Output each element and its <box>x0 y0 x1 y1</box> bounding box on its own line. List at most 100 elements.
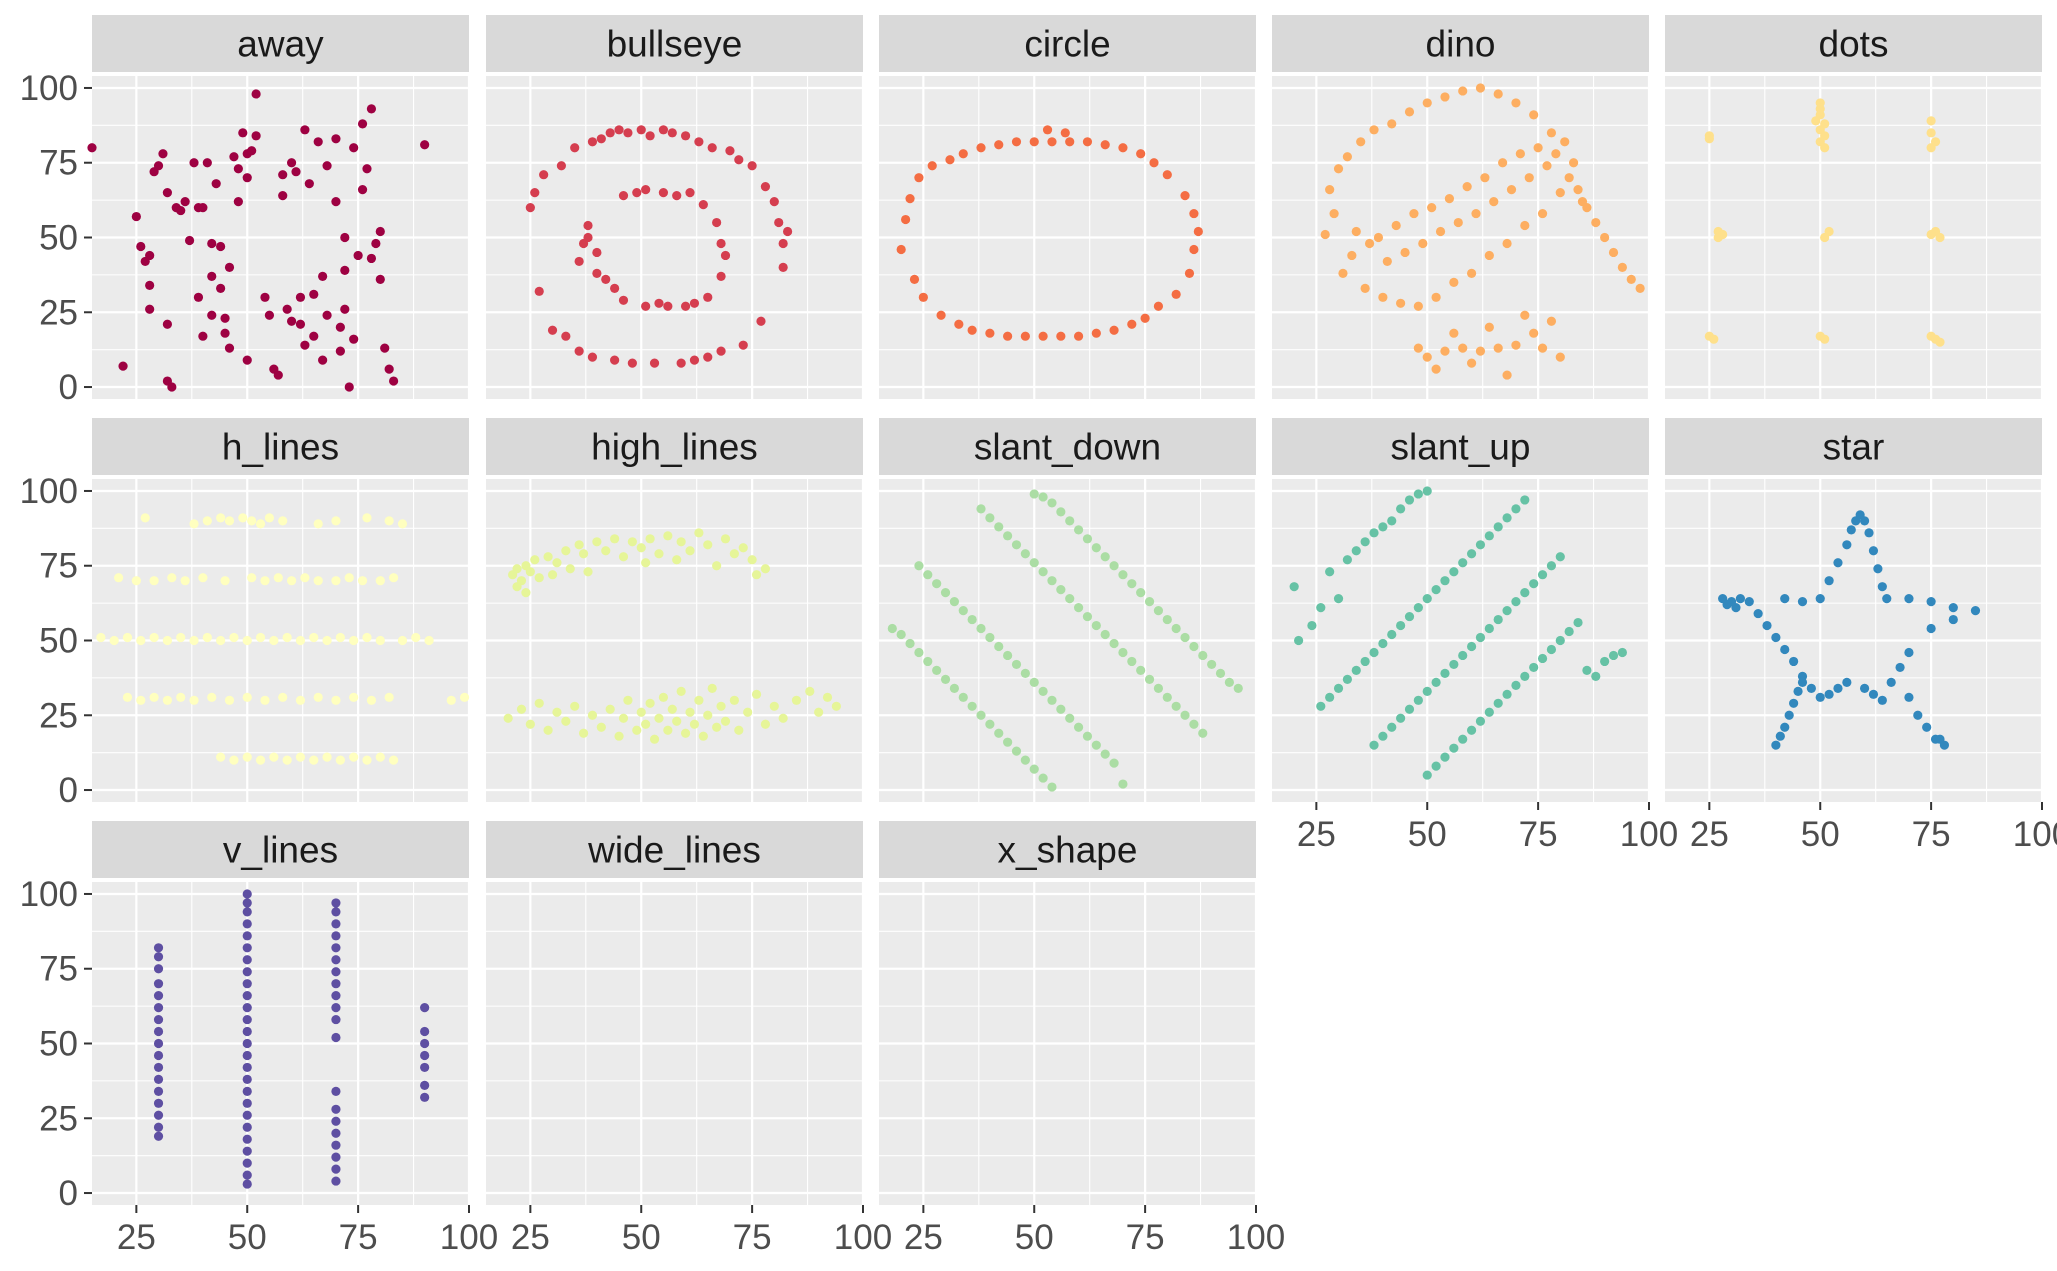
data-point <box>645 131 655 141</box>
data-point <box>1815 594 1825 604</box>
data-point <box>1431 585 1441 595</box>
facet-panel-v_lines: v_lines 0 25 50 75 100 25 50 75 100 <box>20 821 498 1257</box>
data-point <box>663 725 673 735</box>
data-point <box>1127 319 1137 329</box>
data-point <box>632 188 642 198</box>
data-point <box>167 573 177 583</box>
data-point <box>1422 352 1432 362</box>
y-tick-label: 50 <box>39 219 78 258</box>
data-point <box>216 752 226 762</box>
data-point <box>534 698 544 708</box>
data-point <box>242 919 252 929</box>
data-point <box>1171 623 1181 634</box>
y-tick-label: 75 <box>39 547 78 586</box>
data-point <box>1493 343 1503 353</box>
data-point <box>153 1122 164 1132</box>
data-point <box>954 319 964 329</box>
data-point <box>242 635 252 646</box>
data-point <box>1475 540 1486 550</box>
data-point <box>1409 208 1419 219</box>
data-point <box>1833 683 1843 693</box>
data-point <box>1029 489 1039 499</box>
data-point <box>685 188 695 198</box>
data-point <box>207 692 217 702</box>
data-point <box>1713 232 1723 243</box>
facet-panel-dino: dino <box>1272 15 1651 399</box>
data-point <box>375 576 385 586</box>
x-tick-label: 75 <box>339 1218 378 1257</box>
data-point <box>153 1003 164 1013</box>
data-point <box>1537 208 1548 219</box>
data-point <box>896 244 906 255</box>
data-point <box>242 1074 252 1084</box>
data-point <box>176 632 186 643</box>
data-point <box>162 695 172 705</box>
data-point <box>242 955 252 965</box>
data-point <box>1149 158 1159 168</box>
data-point <box>760 182 771 192</box>
x-tick-label: 100 <box>2013 815 2057 854</box>
data-point <box>914 173 924 183</box>
data-point <box>322 161 332 171</box>
data-point <box>1735 594 1745 604</box>
data-point <box>1404 107 1415 117</box>
y-tick-label: 0 <box>59 1174 78 1213</box>
data-point <box>1449 328 1459 338</box>
data-point <box>743 707 753 717</box>
data-point <box>534 286 544 296</box>
data-point <box>1347 250 1357 261</box>
data-point <box>109 635 119 646</box>
data-point <box>242 1122 252 1132</box>
data-point <box>122 692 133 702</box>
data-point <box>349 143 359 153</box>
data-point <box>1842 677 1852 687</box>
data-point <box>122 632 133 643</box>
data-point <box>207 271 217 281</box>
data-point <box>1127 579 1137 589</box>
data-point <box>1153 301 1164 311</box>
data-point <box>247 573 257 583</box>
data-point <box>1762 620 1772 631</box>
data-point <box>331 1152 341 1162</box>
y-tick-label: 100 <box>20 875 78 914</box>
data-point <box>1136 149 1146 159</box>
data-point <box>1413 343 1423 353</box>
data-point <box>242 1110 252 1120</box>
data-point <box>1498 158 1508 168</box>
data-point <box>716 238 726 249</box>
data-point <box>1480 173 1490 183</box>
data-point <box>521 588 531 598</box>
data-point <box>1180 191 1190 201</box>
data-point <box>1360 656 1370 667</box>
data-point <box>1073 603 1084 613</box>
data-point <box>1082 534 1093 544</box>
data-point <box>694 528 704 538</box>
data-point <box>1591 671 1601 681</box>
data-point <box>1011 746 1022 756</box>
data-point <box>738 340 748 350</box>
data-point <box>366 104 377 114</box>
data-point <box>189 635 199 646</box>
data-point <box>1338 268 1348 278</box>
data-point <box>1555 352 1565 362</box>
facet-panel-slant_up: slant_up 25 50 75 100 <box>1272 418 1678 854</box>
data-point <box>654 298 664 308</box>
data-point <box>1011 540 1022 550</box>
data-point <box>1360 537 1370 547</box>
facet-strip <box>486 418 863 475</box>
data-point <box>1294 635 1304 646</box>
data-point <box>676 358 686 368</box>
data-point <box>180 576 190 586</box>
data-point <box>1484 531 1494 541</box>
data-point <box>1047 498 1057 508</box>
data-point <box>994 641 1004 652</box>
data-point <box>896 629 906 640</box>
data-point <box>1935 232 1945 243</box>
data-point <box>242 943 252 953</box>
data-point <box>331 1140 341 1150</box>
data-point <box>774 217 784 228</box>
data-point <box>632 725 642 735</box>
data-point <box>805 686 815 696</box>
data-point <box>720 534 731 544</box>
data-point <box>1162 614 1172 625</box>
